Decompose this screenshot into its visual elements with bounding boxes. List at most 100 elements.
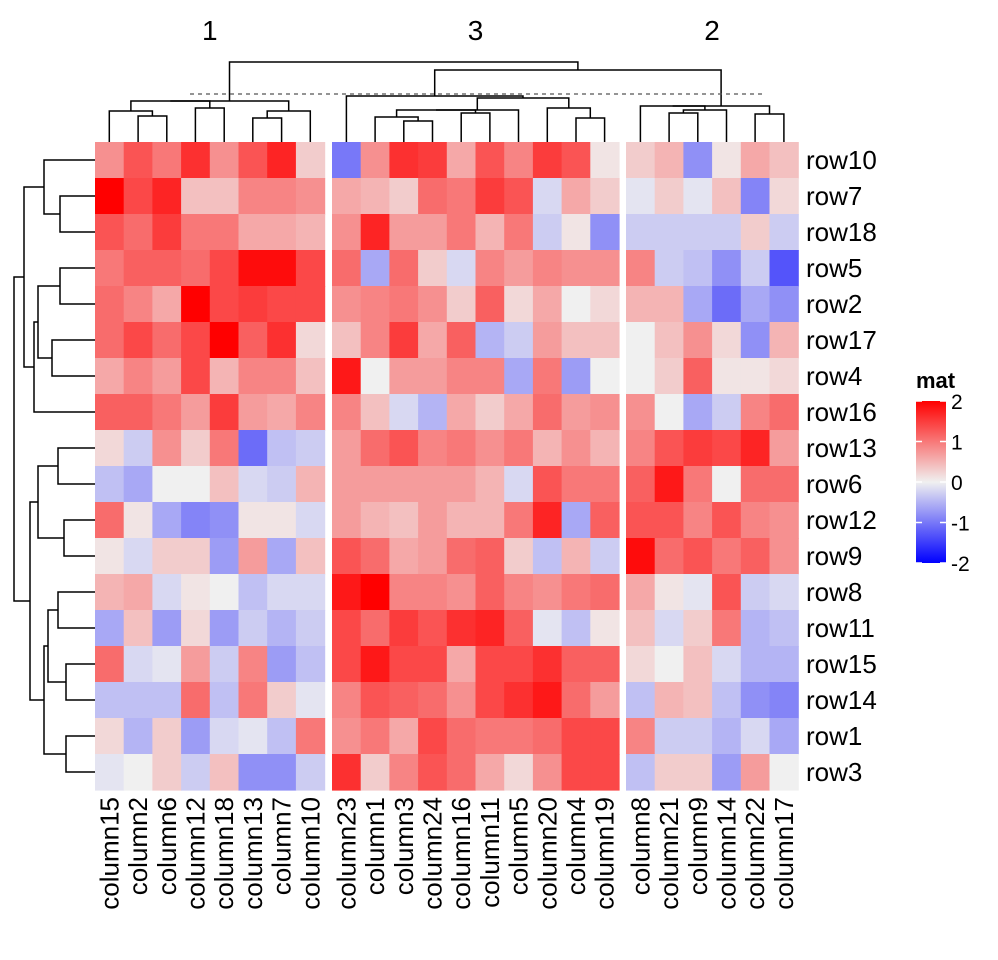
heatmap-cell [769, 646, 799, 683]
heatmap-cell [504, 646, 534, 683]
heatmap-cell [295, 250, 326, 287]
heatmap-cell [295, 286, 326, 323]
heatmap-cell [475, 718, 505, 755]
heatmap-cell [181, 322, 211, 359]
heatmap-cell [446, 718, 477, 755]
heatmap-cell [626, 178, 656, 215]
column-label: column20 [532, 797, 562, 910]
heatmap-cell [740, 538, 771, 575]
heatmap-cell [769, 214, 799, 251]
heatmap-cell [181, 358, 211, 395]
heatmap-cell [504, 394, 534, 431]
heatmap-cell [769, 754, 799, 791]
heatmap-cell [181, 538, 211, 575]
row-label: row9 [806, 541, 862, 571]
row-label: row3 [806, 757, 862, 787]
heatmap-cell [683, 430, 713, 467]
heatmap-cell [295, 574, 326, 611]
heatmap-cell [683, 322, 713, 359]
heatmap-cell [181, 394, 211, 431]
heatmap-cell [267, 538, 297, 575]
heatmap-cell [209, 718, 240, 755]
heatmap-cell [590, 358, 620, 395]
heatmap-cell [295, 646, 326, 683]
heatmap-cell [712, 322, 742, 359]
heatmap-cell [418, 322, 448, 359]
dendrogram-branch [672, 105, 771, 114]
heatmap-cell [418, 430, 448, 467]
heatmap-cell [504, 358, 534, 395]
heatmap-cell [332, 358, 362, 395]
heatmap-cell [532, 646, 563, 683]
heatmap-cell [152, 358, 182, 395]
heatmap-cell [238, 430, 268, 467]
dendrogram-branch [59, 195, 95, 233]
heatmap-cell [740, 178, 771, 215]
heatmap-cell [740, 646, 771, 683]
heatmap-cell [654, 214, 684, 251]
heatmap-cell [561, 214, 591, 251]
heatmap-cell [626, 682, 656, 719]
heatmap-cell [360, 430, 390, 467]
heatmap-cell [626, 574, 656, 611]
dendrogram-branch [63, 519, 95, 557]
heatmap-cells [95, 142, 799, 791]
heatmap-cell [769, 322, 799, 359]
heatmap-cell [123, 214, 153, 251]
heatmap-cell [683, 466, 713, 503]
heatmap-cell [446, 322, 477, 359]
heatmap-cell [295, 718, 326, 755]
heatmap-cell [561, 322, 591, 359]
row-label: row11 [806, 613, 875, 643]
heatmap-cell [181, 430, 211, 467]
heatmap-cell [626, 250, 656, 287]
column-label: column5 [504, 797, 534, 895]
heatmap-cell [209, 394, 240, 431]
heatmap-cell [683, 610, 713, 647]
heatmap-cell [712, 538, 742, 575]
heatmap-cell [389, 574, 419, 611]
heatmap-cell [389, 466, 419, 503]
heatmap-cell [590, 178, 620, 215]
heatmap-cell [532, 682, 563, 719]
heatmap-cell [654, 682, 684, 719]
heatmap-cell [267, 430, 297, 467]
heatmap-cell [95, 358, 125, 395]
heatmap-cell [95, 286, 125, 323]
heatmap-cell [209, 430, 240, 467]
heatmap-cell [532, 250, 563, 287]
heatmap-cell [590, 718, 620, 755]
heatmap-cell [123, 538, 153, 575]
column-labels: column15column2column6column12column18co… [94, 797, 799, 910]
heatmap-cell [740, 322, 771, 359]
heatmap-cell [418, 718, 448, 755]
heatmap-cell [532, 538, 563, 575]
heatmap-cell [209, 610, 240, 647]
heatmap-cell [332, 322, 362, 359]
heatmap-cell [654, 322, 684, 359]
dendrogram-branch [403, 120, 434, 142]
heatmap-cell [295, 466, 326, 503]
legend-tick-label: 0 [951, 472, 963, 495]
heatmap-cell [712, 178, 742, 215]
heatmap-cell [418, 754, 448, 791]
row-label: row16 [806, 397, 877, 427]
column-group-label: 3 [468, 15, 484, 46]
heatmap-cell [332, 394, 362, 431]
heatmap-cell [475, 322, 505, 359]
heatmap-cell [123, 466, 153, 503]
heatmap-cell [209, 322, 240, 359]
heatmap-cell [181, 574, 211, 611]
column-label: column17 [769, 797, 799, 910]
heatmap-cell [504, 718, 534, 755]
heatmap-cell [561, 574, 591, 611]
heatmap-cell [181, 466, 211, 503]
heatmap-cell [626, 502, 656, 539]
heatmap-cell [446, 682, 477, 719]
column-label: column4 [561, 797, 591, 895]
heatmap-cell [561, 538, 591, 575]
heatmap-cell [152, 466, 182, 503]
heatmap-cell [389, 610, 419, 647]
heatmap-cell [626, 610, 656, 647]
dendrogram-branch [436, 109, 520, 142]
